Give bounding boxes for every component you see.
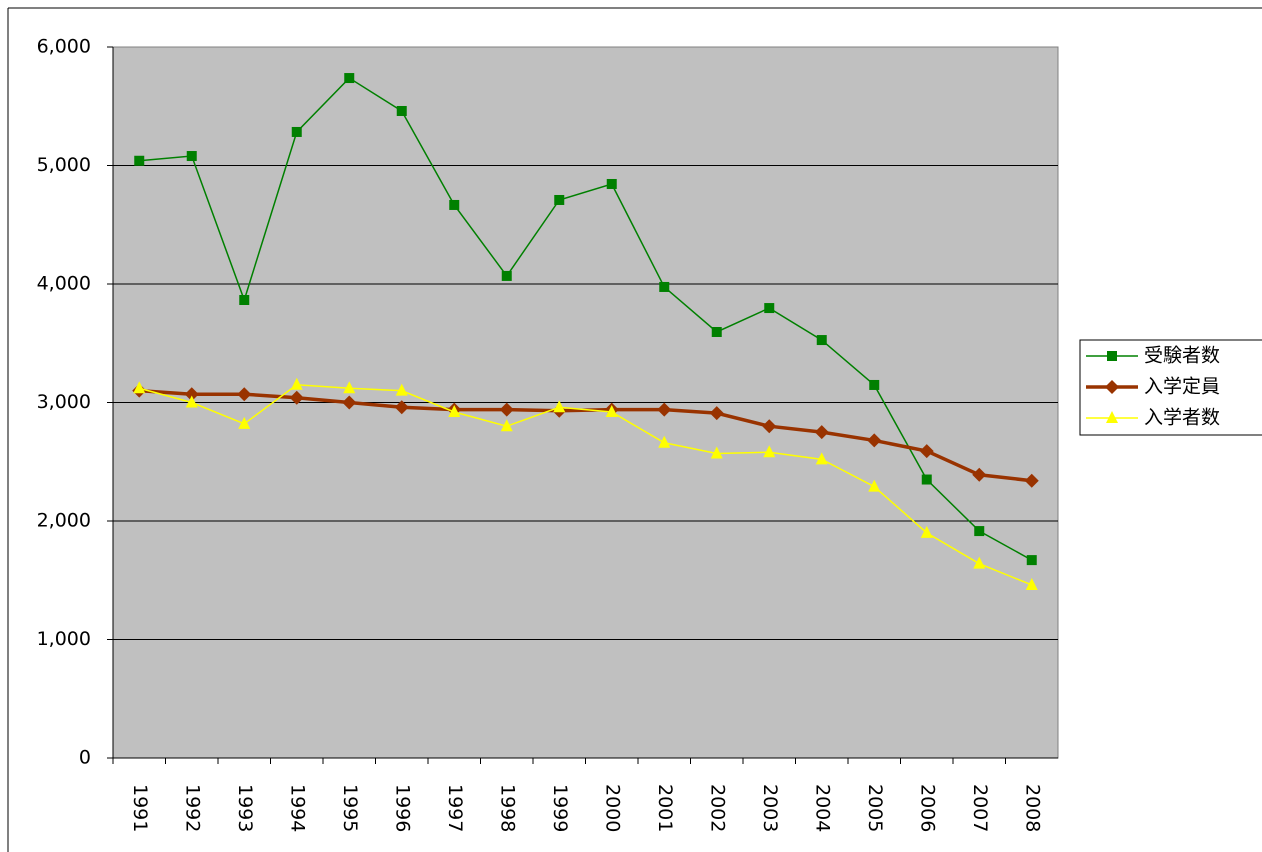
marker — [974, 526, 985, 537]
marker — [711, 326, 722, 337]
marker — [709, 406, 724, 421]
marker — [867, 433, 882, 448]
y-tick-label: 0 — [79, 747, 91, 769]
marker — [869, 379, 880, 390]
marker — [238, 416, 251, 429]
marker — [762, 419, 777, 434]
x-tick-label: 1992 — [181, 784, 203, 832]
y-tick-label: 5,000 — [37, 154, 91, 176]
marker — [972, 467, 987, 482]
marker — [919, 444, 934, 459]
marker — [814, 425, 829, 440]
marker — [1024, 473, 1039, 488]
marker — [185, 395, 198, 408]
marker — [291, 126, 302, 137]
marker — [1106, 411, 1118, 423]
y-tick-label: 2,000 — [37, 510, 91, 532]
marker — [554, 194, 565, 205]
marker — [500, 419, 513, 432]
marker — [289, 390, 304, 405]
y-tick-label: 3,000 — [37, 391, 91, 413]
x-tick-label: 1998 — [496, 784, 518, 832]
x-tick-label: 2000 — [601, 784, 623, 832]
y-tick-label: 6,000 — [37, 36, 91, 58]
marker — [1105, 380, 1119, 394]
marker — [815, 452, 828, 465]
y-tick-label: 4,000 — [37, 273, 91, 295]
x-tick-label: 2008 — [1021, 784, 1043, 832]
x-tick-label: 2005 — [864, 784, 886, 832]
x-tick-label: 2006 — [916, 784, 938, 832]
marker — [921, 474, 932, 485]
marker — [133, 381, 146, 394]
x-tick-label: 1999 — [549, 784, 571, 832]
marker — [343, 381, 356, 394]
marker — [395, 383, 408, 396]
x-tick-label: 1991 — [129, 784, 151, 832]
marker — [920, 525, 933, 538]
series-line — [139, 77, 1033, 561]
x-tick-label: 2002 — [706, 784, 728, 832]
marker — [973, 556, 986, 569]
marker — [184, 387, 199, 402]
marker — [764, 303, 775, 314]
marker — [710, 446, 723, 459]
marker — [657, 402, 672, 417]
marker — [1025, 577, 1038, 590]
x-tick-label: 1997 — [444, 784, 466, 832]
marker — [448, 404, 461, 417]
marker — [553, 400, 566, 413]
marker — [344, 73, 355, 84]
marker — [394, 400, 409, 415]
marker — [658, 435, 671, 448]
y-tick-label: 1,000 — [37, 628, 91, 650]
marker — [134, 155, 145, 166]
x-tick-label: 2007 — [969, 784, 991, 832]
marker — [501, 270, 512, 281]
marker — [237, 387, 252, 402]
marker — [816, 335, 827, 346]
marker — [606, 178, 617, 189]
x-tick-label: 1993 — [234, 784, 256, 832]
x-tick-label: 1994 — [286, 784, 308, 832]
legend-label: 入学者数 — [1144, 407, 1220, 429]
marker — [868, 479, 881, 492]
x-tick-label: 1996 — [391, 784, 413, 832]
marker — [605, 404, 618, 417]
marker — [763, 445, 776, 458]
marker — [499, 402, 514, 417]
series-line — [139, 383, 1033, 586]
x-tick-label: 2001 — [654, 784, 676, 832]
x-tick-label: 2003 — [759, 784, 781, 832]
x-tick-label: 2004 — [811, 784, 833, 832]
marker — [186, 151, 197, 162]
marker — [1026, 555, 1037, 566]
marker — [342, 395, 357, 410]
marker — [396, 105, 407, 116]
marker — [239, 294, 250, 305]
marker — [659, 281, 670, 292]
legend-label: 受験者数 — [1144, 345, 1220, 367]
legend-label: 入学定員 — [1144, 376, 1220, 398]
x-tick-label: 1995 — [339, 784, 361, 832]
marker — [290, 377, 303, 390]
marker — [449, 199, 460, 210]
marker — [1107, 351, 1117, 361]
